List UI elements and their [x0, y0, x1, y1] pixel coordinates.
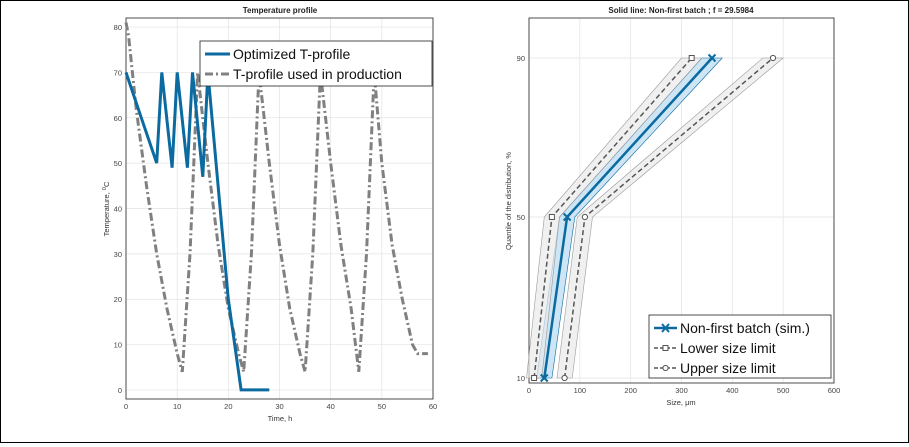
- x-axis-label-unit: μm: [685, 398, 696, 407]
- point-nonfirst: [562, 212, 572, 222]
- y-tick-label: 50: [114, 159, 122, 168]
- x-tick-label: 10: [173, 402, 181, 411]
- y-axis-label-unit: C: [102, 181, 111, 187]
- y-tick-label: 50: [517, 213, 525, 222]
- size-quantile-chart: Solid line: Non-first batch ; f = 29.598…: [504, 6, 840, 407]
- chart-title: Solid line: Non-first batch ; f = 29.598…: [608, 6, 754, 15]
- y-tick-label: 20: [114, 295, 122, 304]
- y-tick-label: 70: [114, 68, 122, 77]
- point-lower: [548, 214, 555, 220]
- x-tick-label: 500: [777, 386, 790, 395]
- legend: Non-first batch (sim.) Lower size limit …: [648, 314, 832, 379]
- legend-marker-square: [662, 345, 669, 351]
- x-tick-label: 20: [224, 402, 232, 411]
- x-tick-label: 0: [527, 386, 531, 395]
- point-lower: [688, 55, 695, 61]
- x-tick-label: 60: [429, 402, 437, 411]
- legend-label-optimized: Optimized T-profile: [233, 46, 350, 62]
- x-tick-label: 50: [378, 402, 386, 411]
- legend-label-lower: Lower size limit: [680, 340, 776, 356]
- temperature-profile-chart: Temperature profile 0 10 20 30 40 50 60 0 10 20 3…: [102, 6, 437, 423]
- band-lower: [526, 57, 703, 379]
- x-tick-labels: 0 10 20 30 40 50 60: [124, 402, 437, 411]
- series-lines: [124, 22, 428, 392]
- x-tick-label: 0: [124, 402, 128, 411]
- series-optimized-line: [124, 71, 270, 392]
- x-axis-label-text: Size,: [666, 398, 685, 407]
- legend-label-production: T-profile used in production: [233, 66, 402, 82]
- x-axis-label: Time, h: [268, 414, 293, 423]
- chart-title: Temperature profile: [243, 6, 318, 15]
- y-tick-label: 80: [114, 23, 122, 32]
- point-nonfirst: [707, 53, 717, 63]
- y-tick-label: 10: [517, 374, 525, 383]
- point-upper: [769, 54, 777, 62]
- y-tick-label: 90: [517, 54, 525, 63]
- point-nonfirst: [540, 373, 549, 383]
- y-axis-label: Temperature, 0C: [102, 181, 111, 236]
- band-upper: [556, 57, 785, 379]
- legend-label-nonfirst: Non-first batch (sim.): [680, 320, 810, 336]
- x-tick-labels: 0 100 200 300 400 500 600: [527, 386, 840, 395]
- legend-marker-circle: [662, 364, 669, 372]
- y-axis-label-sup: 0: [102, 187, 108, 190]
- plot-area: [528, 17, 835, 384]
- x-axis-label: Size, μm: [666, 398, 695, 407]
- legend-label-upper: Upper size limit: [680, 360, 776, 376]
- legend-box: [648, 314, 832, 379]
- y-tick-label: 60: [114, 114, 122, 123]
- x-tick-label: 600: [828, 386, 841, 395]
- x-tick-label: 400: [726, 386, 739, 395]
- x-tick-label: 30: [275, 402, 283, 411]
- point-lower: [531, 375, 538, 381]
- series-lines: [531, 53, 777, 383]
- uncertainty-bands: [526, 57, 785, 379]
- x-tick-label: 100: [574, 386, 587, 395]
- x-tick-label: 40: [326, 402, 334, 411]
- x-tick-label: 300: [675, 386, 688, 395]
- y-tick-labels: 10 50 90: [517, 54, 525, 383]
- y-tick-label: 10: [114, 341, 122, 350]
- legend-marker-x: [661, 323, 670, 333]
- point-upper: [561, 374, 568, 382]
- y-axis-label-text: Temperature,: [102, 190, 111, 236]
- series-production-line: [124, 22, 428, 373]
- point-upper: [581, 213, 589, 221]
- y-tick-label: 40: [114, 205, 122, 214]
- y-tick-label: 30: [114, 250, 122, 259]
- y-tick-label: 0: [118, 386, 122, 395]
- legend: Optimized T-profile T-profile used in pr…: [199, 40, 433, 87]
- y-axis-label: Quantile of the distribution, %: [504, 152, 513, 250]
- plot-area: [125, 17, 434, 400]
- legend-box: [199, 40, 433, 87]
- x-tick-label: 200: [624, 386, 637, 395]
- y-tick-labels: 0 10 20 30 40 50 60 70 80: [114, 23, 122, 395]
